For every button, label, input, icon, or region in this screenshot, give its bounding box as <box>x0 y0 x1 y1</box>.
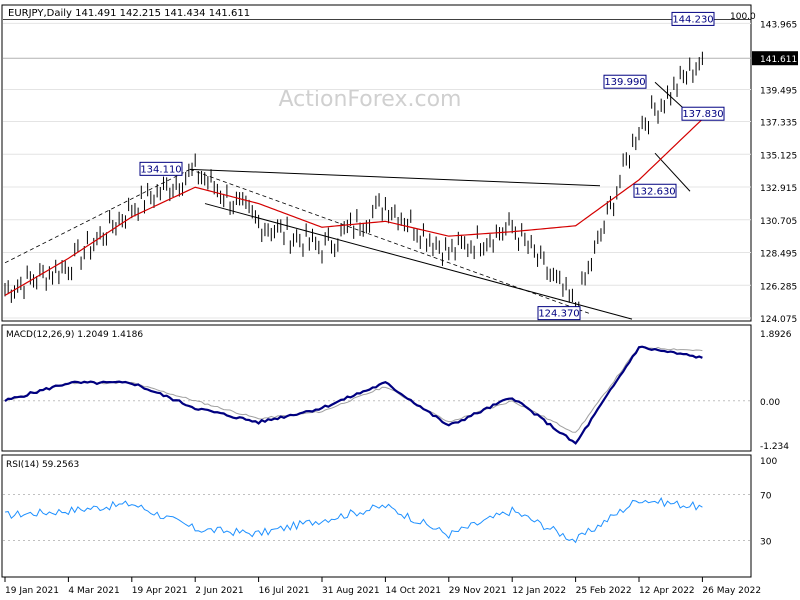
level-label: 134.110 <box>140 164 181 175</box>
rsi-line <box>4 496 703 544</box>
level-label-box <box>633 183 677 198</box>
rsi-tick-label: 70 <box>760 492 772 502</box>
x-tick-label: 26 May 2022 <box>702 586 761 596</box>
level-label-box <box>603 74 647 89</box>
macd-tick-label: 0.00 <box>760 398 780 408</box>
x-tick-label: 29 Nov 2021 <box>449 586 507 596</box>
x-tick-label: 12 Apr 2022 <box>639 586 695 596</box>
level-label-box <box>671 11 715 26</box>
price-panel <box>1 4 752 322</box>
x-tick-label: 25 Feb 2022 <box>576 586 632 596</box>
macd-tick-label: -1.234 <box>760 442 789 452</box>
macd-series <box>4 345 703 445</box>
watermark: ActionForex.com <box>279 87 462 112</box>
macd-main-line <box>4 345 703 445</box>
symbol-ohlc-line: EURJPY,Daily 141.491 142.215 141.434 141… <box>8 8 250 19</box>
price-tick-label: 143.965 <box>760 20 797 30</box>
rsi-tick-label: 30 <box>760 538 772 548</box>
level-label: 144.230 <box>672 14 713 25</box>
level-label: 124.370 <box>538 309 579 320</box>
lower-channel-line <box>204 203 633 320</box>
level-label: 139.990 <box>604 77 645 88</box>
level-label-box <box>537 306 581 321</box>
macd-tick-label: 1.8926 <box>760 330 792 340</box>
grid-lines <box>3 19 751 541</box>
x-tick-label: 2 Jun 2021 <box>195 586 243 596</box>
x-axis-ticks: 19 Jan 2021 4 Mar 2021 19 Apr 2021 2 Jun 20… <box>4 577 761 596</box>
current-price-tick: 141.611 <box>760 55 797 65</box>
dashed-fall-line <box>189 168 591 315</box>
price-tick-label: 137.335 <box>760 119 797 129</box>
moving-average-line <box>4 118 703 296</box>
y-axis-ticks: 143.965 141.611 139.495 137.335 135.125 132.9… <box>752 20 798 548</box>
x-tick-label: 16 Jul 2021 <box>259 586 310 596</box>
price-tick-label: 132.915 <box>760 184 797 194</box>
level-labels: 144.230 139.990 137.830 134.110 132.630 124.3… <box>139 11 725 321</box>
price-series <box>4 51 703 316</box>
level-label: 137.830 <box>682 109 723 120</box>
price-tick-label: 124.075 <box>760 315 797 325</box>
price-tick-label: 130.705 <box>760 217 797 227</box>
x-tick-label: 19 Apr 2021 <box>132 586 188 596</box>
x-tick-label: 19 Jan 2021 <box>5 586 59 596</box>
macd-label: MACD(12,26,9) 1.2049 1.4186 <box>6 330 143 340</box>
price-tick-label: 135.125 <box>760 151 797 161</box>
upper-channel-line <box>189 168 601 187</box>
price-tick-label: 126.285 <box>760 282 797 292</box>
fib-level-label: 100.0 <box>730 12 756 22</box>
x-tick-label: 4 Mar 2021 <box>68 586 119 596</box>
x-tick-label: 14 Oct 2021 <box>385 586 441 596</box>
current-price-box <box>752 51 798 66</box>
moving-average-series <box>4 118 703 296</box>
rsi-panel <box>1 454 752 578</box>
rsi-series <box>4 496 703 544</box>
rsi-label: RSI(14) 59.2563 <box>6 460 79 470</box>
price-tick-label: 139.495 <box>760 87 797 97</box>
level-label-box <box>139 161 183 176</box>
rsi-tick-label: 100 <box>760 457 777 467</box>
x-tick-label: 31 Aug 2021 <box>322 586 380 596</box>
level-label-box <box>681 106 725 121</box>
level-label: 132.630 <box>634 186 675 197</box>
price-tick-label: 128.495 <box>760 250 797 260</box>
x-tick-label: 12 Jan 2022 <box>512 586 566 596</box>
